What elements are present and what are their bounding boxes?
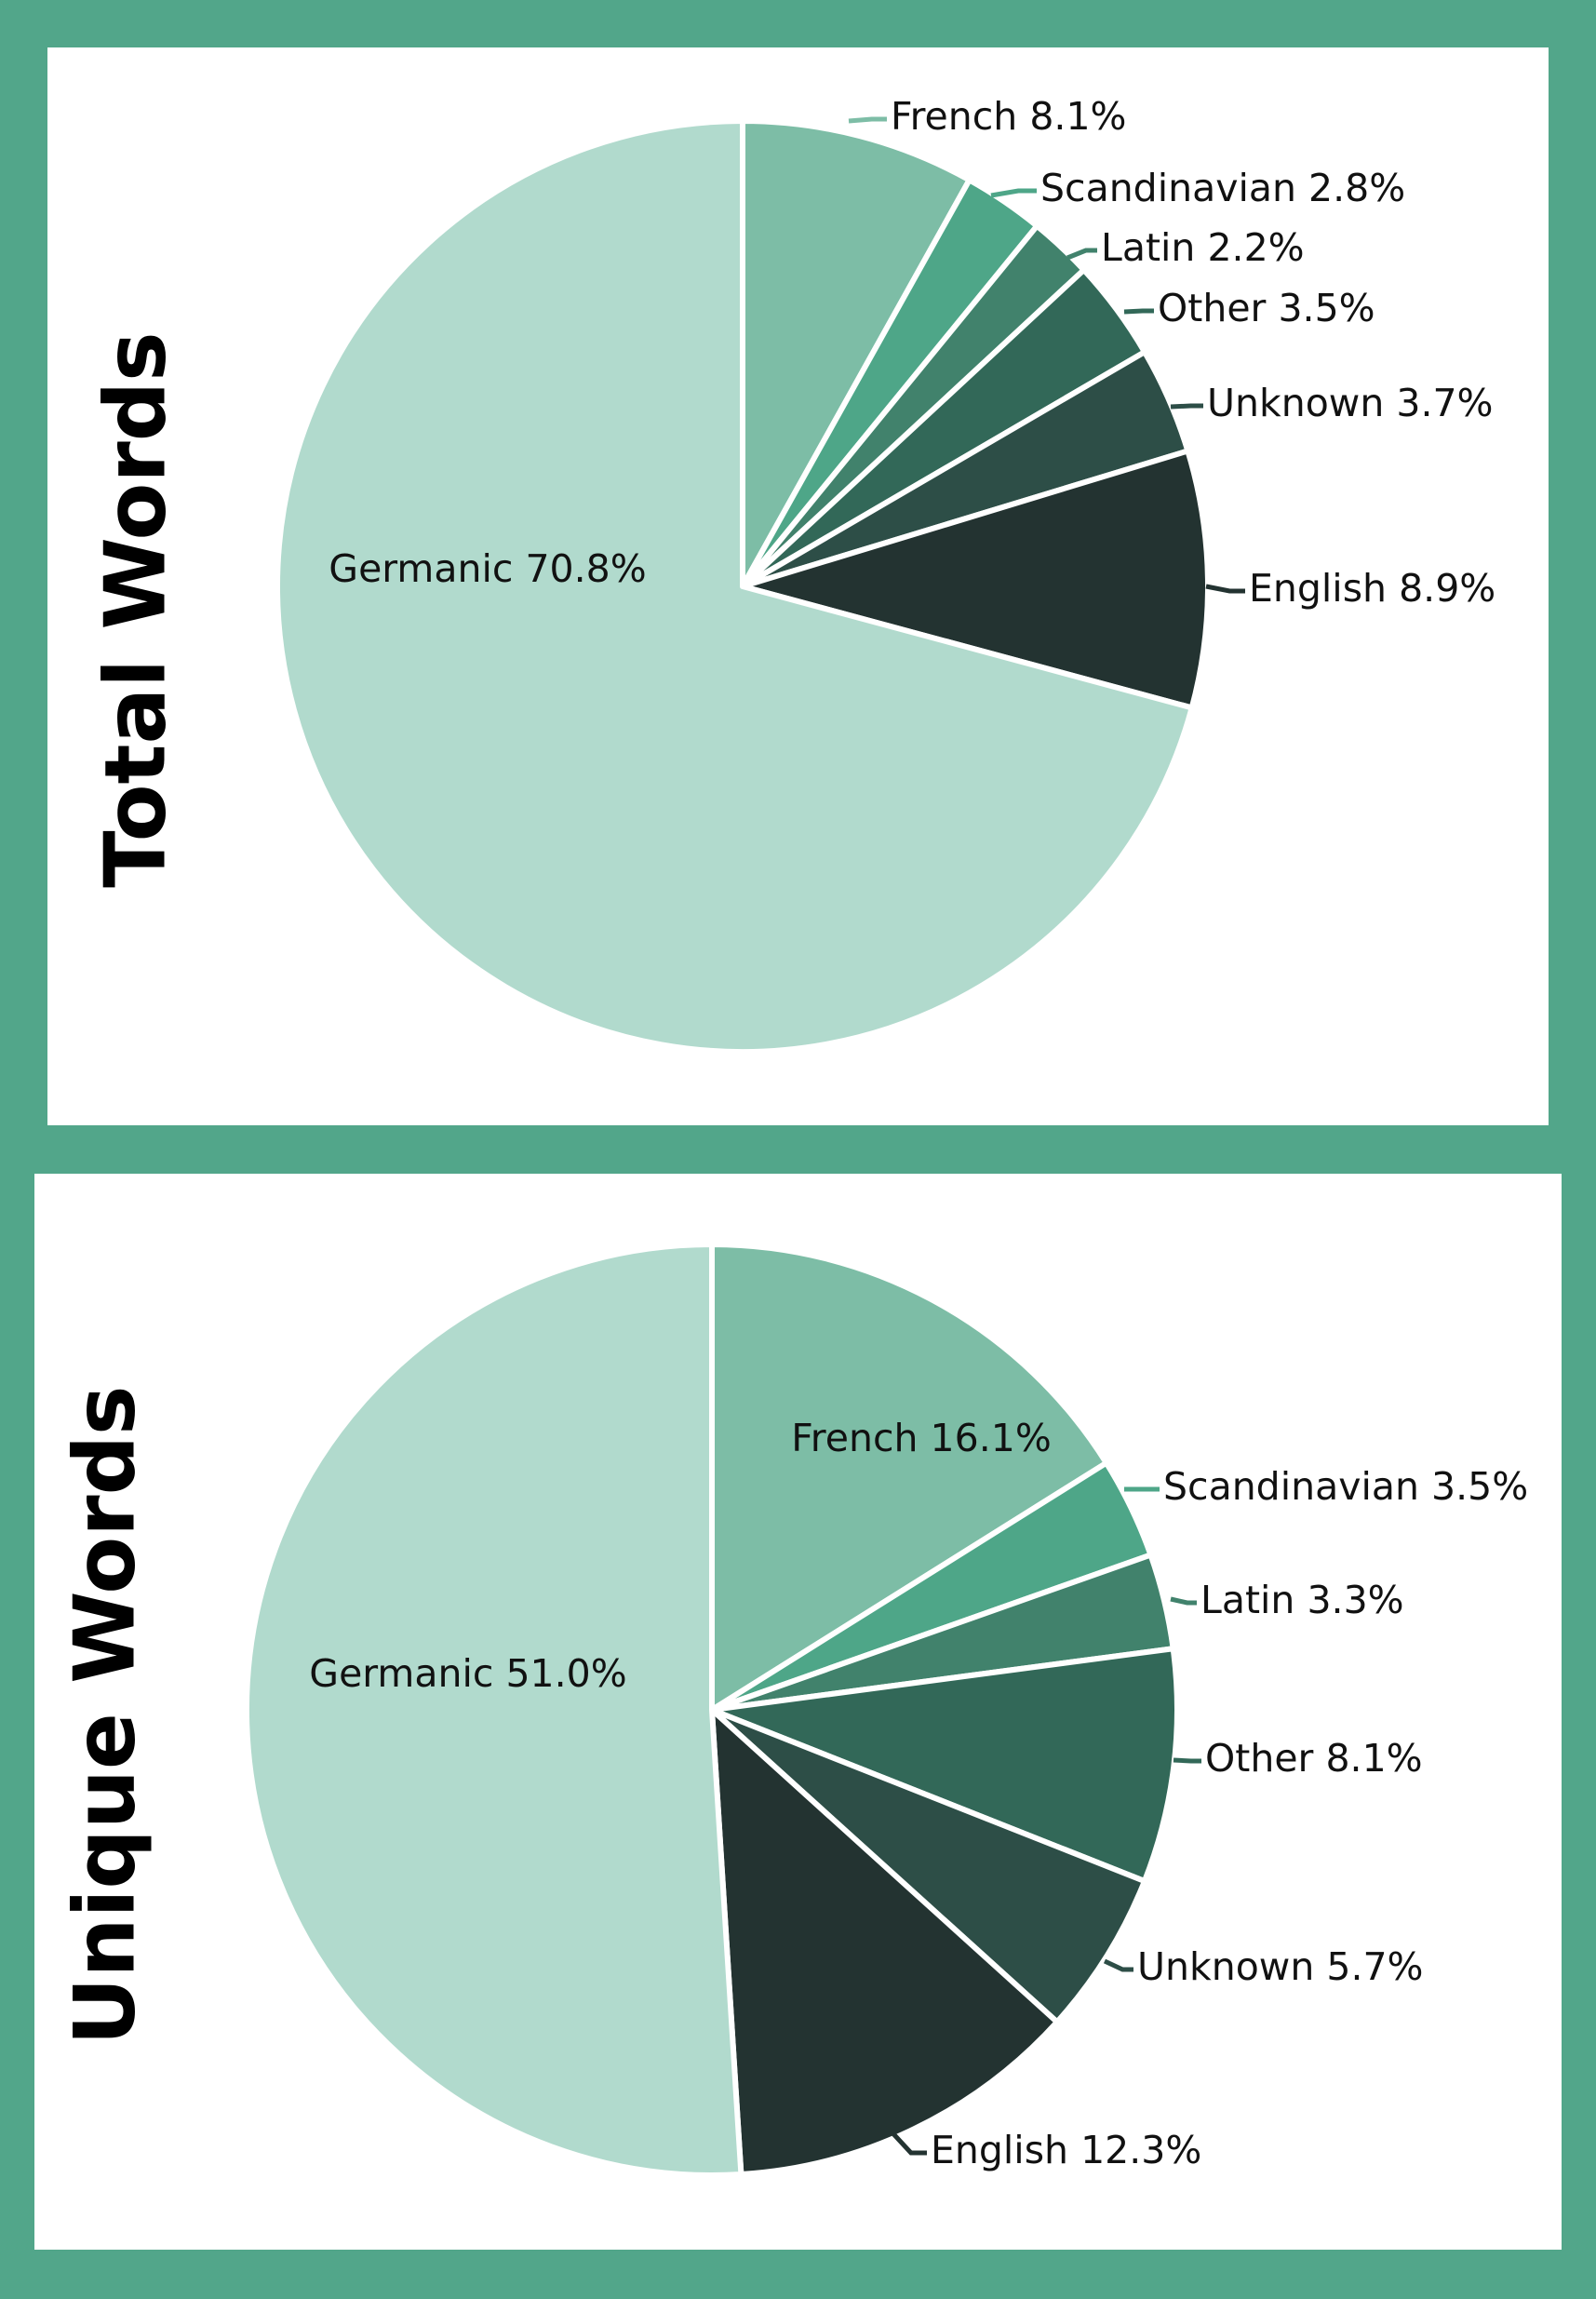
slice-germanic <box>243 1242 744 2178</box>
leader-line-other <box>1173 1757 1201 1764</box>
label-french: French 8.1% <box>891 94 1127 139</box>
label-english: English 12.3% <box>931 2128 1201 2172</box>
leader-line-latin <box>1170 1596 1197 1606</box>
label-germanic: Germanic 51.0% <box>309 1651 626 1696</box>
pie-0: French 8.1% Scandinavian 2.8% Latin 2.2% Ot… <box>275 94 1495 1055</box>
label-germanic: Germanic 70.8% <box>329 546 646 591</box>
slice-english <box>709 1707 1060 2178</box>
leader-line-other <box>1123 308 1154 315</box>
slice-french <box>709 1242 1109 1713</box>
label-other: Other 3.5% <box>1158 286 1375 330</box>
leader-line-french <box>848 116 887 124</box>
slice-germanic <box>275 118 1195 1055</box>
slice-unknown <box>709 1707 1147 2025</box>
label-scandinavian: Scandinavian 3.5% <box>1163 1464 1528 1509</box>
label-latin: Latin 3.3% <box>1200 1578 1404 1622</box>
leader-line-unknown <box>1103 1958 1133 1972</box>
leader-line-unknown <box>1170 403 1203 410</box>
label-french: French 16.1% <box>791 1416 1052 1460</box>
slice-other <box>709 1646 1180 1885</box>
slice-french <box>740 118 972 589</box>
label-unknown: Unknown 3.7% <box>1207 381 1494 425</box>
label-other: Other 8.1% <box>1205 1736 1423 1781</box>
slice-english <box>740 448 1211 711</box>
leader-line-scandinavian <box>990 188 1037 198</box>
label-latin: Latin 2.2% <box>1101 225 1305 270</box>
leader-line-latin <box>1066 248 1097 261</box>
leader-line-english <box>1205 584 1245 594</box>
pie-1: French 16.1% Scandinavian 3.5% Latin 3.3% O… <box>243 1242 1528 2178</box>
label-english: English 8.9% <box>1249 566 1495 611</box>
leader-line-english <box>885 2125 927 2156</box>
label-unknown: Unknown 5.7% <box>1137 1944 1424 1989</box>
label-scandinavian: Scandinavian 2.8% <box>1040 166 1405 210</box>
